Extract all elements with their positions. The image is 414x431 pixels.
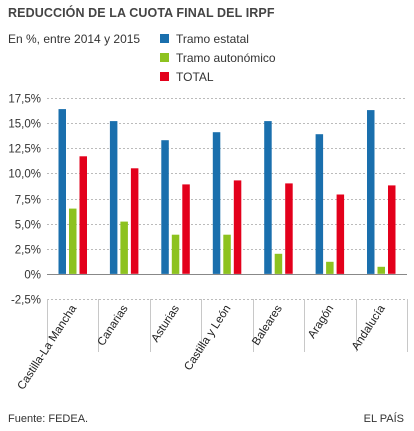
legend-label: Tramo autonómico <box>176 50 276 65</box>
y-tick-label: 7,5% <box>15 195 41 207</box>
bar-tramo-autonomico-canarias <box>120 221 128 274</box>
y-tick-label: -2,5% <box>11 295 41 307</box>
bar-total-andalucia <box>388 185 396 274</box>
brand-logo: EL PAÍS <box>363 413 404 425</box>
bar-tramo-estatal-canarias <box>109 121 118 274</box>
legend-swatch <box>160 72 169 81</box>
bar-tramo-autonomico-baleares <box>274 253 283 274</box>
bar-total-castilla-la-mancha <box>79 156 87 274</box>
y-tick-label: 10,0% <box>8 169 41 181</box>
chart-title: REDUCCIÓN DE LA CUOTA FINAL DEL IRPF <box>8 6 275 20</box>
bar-tramo-autonomico-aragon <box>326 261 334 274</box>
bar-tramo-autonomico-castilla-la-mancha <box>69 208 77 274</box>
bar-tramo-autonomico-andalucia <box>377 266 385 274</box>
legend-item-total: TOTAL <box>160 67 276 86</box>
y-tick-label: 12,5% <box>8 144 41 156</box>
legend-item-tramo-autonomico: Tramo autonómico <box>160 48 276 67</box>
bar-total-aragon <box>336 194 345 274</box>
x-category-label: Baleares <box>250 303 285 348</box>
bar-total-castilla-y-leon <box>233 180 242 274</box>
bar-total-baleares <box>285 183 293 274</box>
x-category-label: Asturias <box>149 303 182 345</box>
bar-total-asturias <box>182 184 190 274</box>
bar-tramo-estatal-castilla-y-leon <box>212 132 221 274</box>
bar-tramo-estatal-castilla-la-mancha <box>58 109 66 274</box>
legend-label: TOTAL <box>176 69 214 84</box>
bar-tramo-autonomico-asturias <box>171 234 180 274</box>
y-tick-label: 2,5% <box>15 245 41 257</box>
legend-swatch <box>160 34 169 43</box>
y-tick-label: 15,0% <box>8 119 41 131</box>
bar-total-canarias <box>130 168 139 274</box>
legend: Tramo estatal Tramo autonómico TOTAL <box>160 29 276 86</box>
source-note: Fuente: FEDEA. <box>8 413 89 425</box>
bar-tramo-estatal-asturias <box>161 140 169 274</box>
x-category-label: Canarias <box>96 303 131 348</box>
y-tick-label: 5,0% <box>15 220 41 232</box>
y-tick-label: 0% <box>24 270 41 282</box>
x-category-label: Andalucía <box>350 303 388 353</box>
legend-swatch <box>160 53 169 62</box>
bar-tramo-estatal-baleares <box>264 121 272 274</box>
bar-tramo-autonomico-castilla-y-leon <box>223 234 231 274</box>
bar-tramo-estatal-andalucia <box>367 110 375 274</box>
bar-tramo-estatal-aragon <box>315 134 324 274</box>
y-tick-label: 17,5% <box>8 94 41 106</box>
chart-subtitle: En %, entre 2014 y 2015 <box>8 32 141 46</box>
legend-label: Tramo estatal <box>176 31 249 46</box>
legend-item-tramo-estatal: Tramo estatal <box>160 29 276 48</box>
x-category-label: Castilla y León <box>182 303 233 373</box>
x-category-label: Aragón <box>306 303 336 341</box>
